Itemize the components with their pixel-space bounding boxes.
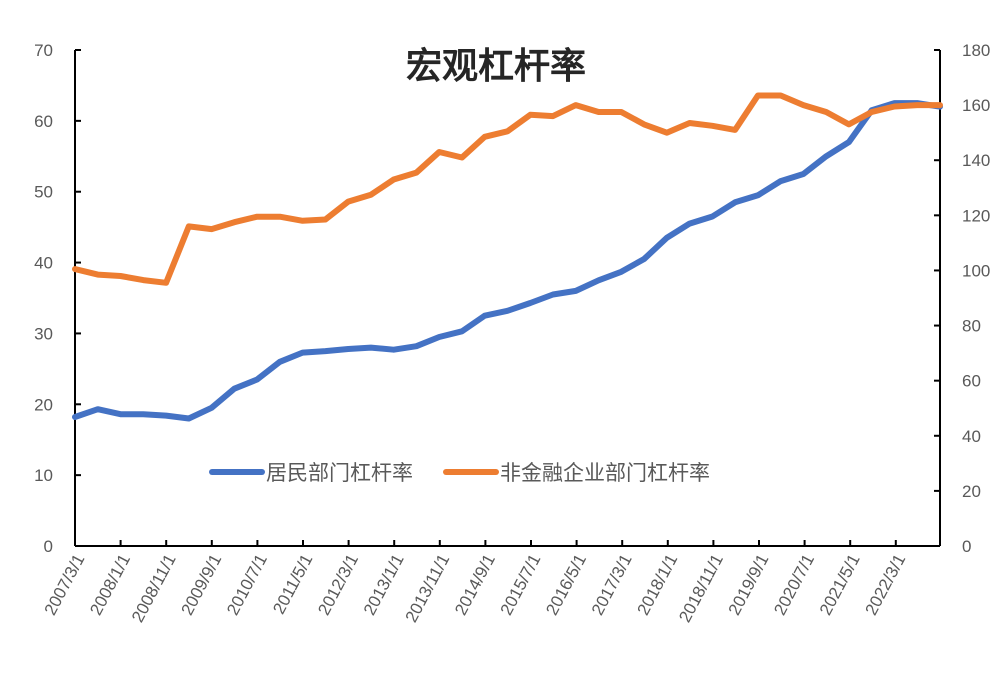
legend-label-corporate: 非金融企业部门杠杆率 (500, 461, 710, 485)
y-tick-label-left: 10 (34, 466, 53, 485)
x-tick-label: 2010/7/1 (223, 551, 271, 618)
y-tick-label-left: 40 (34, 254, 53, 273)
x-tick-label: 2017/3/1 (588, 551, 636, 618)
x-tick-label: 2021/5/1 (816, 551, 864, 618)
y-tick-label-right: 80 (962, 317, 981, 336)
x-tick-label: 2007/3/1 (41, 551, 89, 618)
y-tick-label-right: 100 (962, 261, 990, 280)
series-lines (72, 92, 943, 422)
y-tick-label-right: 180 (962, 41, 990, 60)
legend-item-household: 居民部门杠杆率 (209, 461, 413, 485)
x-tick-label: 2011/5/1 (269, 551, 316, 617)
y-tick-label-left: 70 (34, 41, 53, 60)
y-tick-label-left: 30 (34, 324, 53, 343)
x-tick-label: 2015/7/1 (497, 551, 545, 618)
y-tick-label-right: 0 (962, 537, 971, 556)
x-tick-label: 2012/3/1 (314, 551, 362, 618)
y-tick-label-right: 120 (962, 206, 990, 225)
legend-label-household: 居民部门杠杆率 (266, 461, 413, 485)
x-tick-label: 2019/9/1 (725, 551, 773, 618)
x-tick-label: 2008/11/1 (128, 551, 180, 626)
x-tick-label: 2022/3/1 (861, 551, 909, 618)
y-tick-label-right: 160 (962, 96, 990, 115)
y-tick-label-right: 60 (962, 372, 981, 391)
x-tick-label: 2018/1/1 (633, 551, 681, 618)
y-tick-label-left: 0 (44, 537, 53, 556)
legend-item-corporate: 非金融企业部门杠杆率 (443, 461, 710, 485)
chart-title: 宏观杠杆率 (406, 46, 586, 87)
y-tick-label-right: 140 (962, 151, 990, 170)
x-tick-label: 2020/7/1 (770, 551, 818, 618)
y-tick-label-left: 20 (34, 395, 53, 414)
y-tick-label-right: 20 (962, 482, 981, 501)
x-tick-label: 2013/11/1 (402, 551, 454, 626)
y-tick-label-right: 40 (962, 427, 981, 446)
x-tick-label: 2013/1/1 (360, 551, 408, 618)
legend: 居民部门杠杆率 非金融企业部门杠杆率 (209, 461, 710, 485)
left-y-axis: 0 10 20 30 40 50 60 70 (34, 41, 81, 556)
x-axis: 2007/3/12008/1/12008/11/12009/9/12010/7/… (41, 540, 940, 626)
y-tick-label-left: 60 (34, 112, 53, 131)
x-tick-label: 2009/9/1 (177, 551, 225, 618)
x-tick-label: 2016/5/1 (542, 551, 590, 618)
series-line-household (72, 100, 943, 422)
x-tick-label: 2018/11/1 (675, 551, 727, 626)
series-line-corporate (72, 92, 943, 286)
y-tick-label-left: 50 (34, 183, 53, 202)
right-y-axis: 0 20 40 60 80 100 120 140 160 180 (934, 41, 990, 556)
x-tick-label: 2014/9/1 (451, 551, 499, 618)
x-tick-label: 2008/1/1 (86, 551, 134, 618)
